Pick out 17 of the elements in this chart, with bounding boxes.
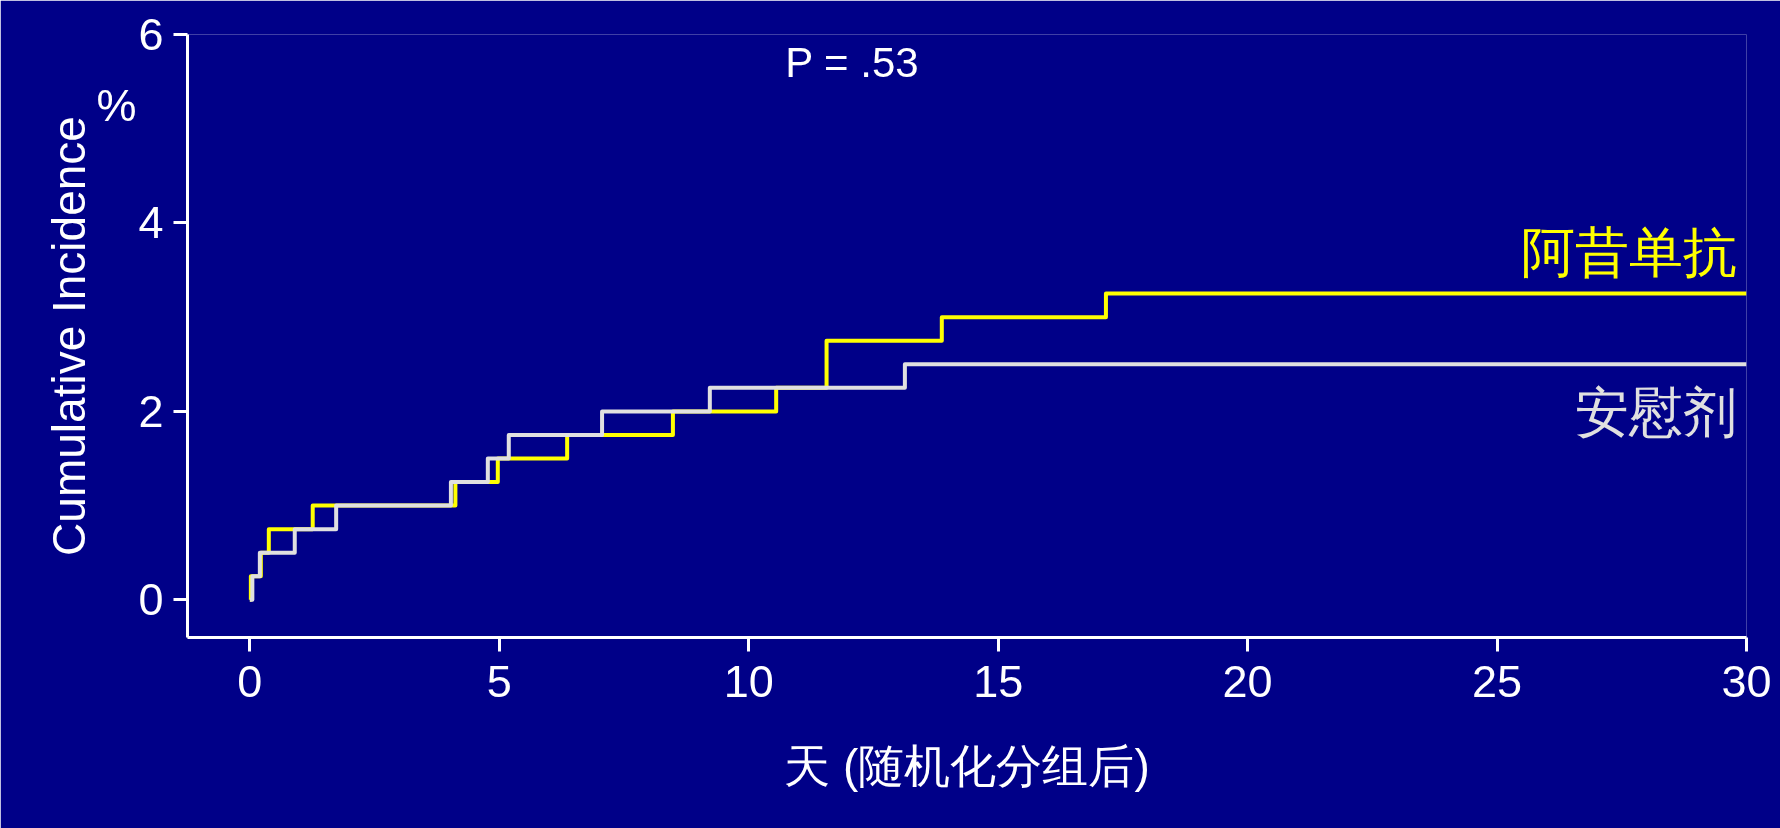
y-tick-label: 4 bbox=[138, 197, 164, 249]
x-tick-label: 10 bbox=[723, 655, 774, 707]
annotation: P = .53 bbox=[785, 38, 919, 86]
series-label: 安慰剂 bbox=[1574, 382, 1737, 443]
x-tick-label: 15 bbox=[973, 655, 1024, 707]
x-tick-label: 0 bbox=[237, 655, 263, 707]
x-axis-title: 天 (随机化分组后) bbox=[784, 739, 1150, 792]
y-axis-title: Cumulative Incidence bbox=[43, 116, 96, 556]
x-tick-label: 20 bbox=[1222, 655, 1273, 707]
x-tick-label: 5 bbox=[486, 655, 512, 707]
y-tick-label: 6 bbox=[138, 9, 164, 60]
text: % bbox=[96, 79, 137, 131]
x-tick-label: 25 bbox=[1472, 655, 1523, 707]
x-tick-label: 30 bbox=[1721, 655, 1772, 707]
y-tick-label: 0 bbox=[138, 574, 164, 626]
y-tick-label: 2 bbox=[138, 385, 164, 437]
series-label: 阿昔单抗 bbox=[1520, 221, 1737, 282]
